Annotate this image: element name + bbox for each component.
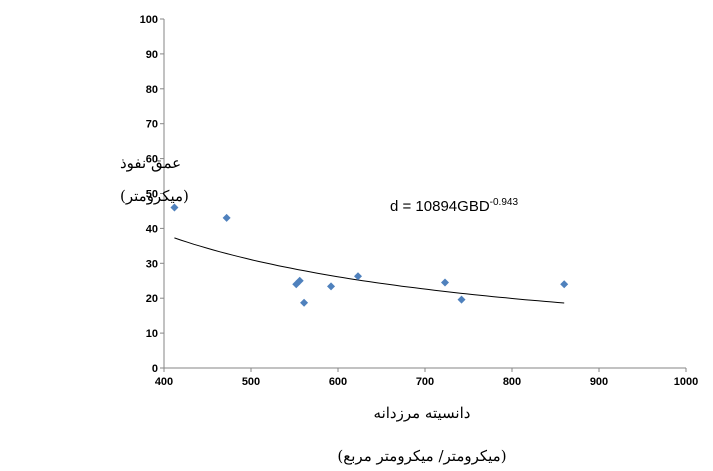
y-tick-label: 90 (146, 49, 158, 61)
y-axis-label-line2: (میکرومتر) (120, 187, 189, 205)
axis-tick-marks (160, 18, 687, 372)
x-tick-label: 1000 (674, 376, 698, 388)
y-tick-label: 10 (146, 328, 158, 340)
data-point-marker (222, 213, 231, 222)
y-tick-label: 100 (140, 14, 158, 26)
power-trendline (174, 237, 565, 304)
y-tick-label: 70 (146, 119, 158, 131)
y-tick-label: 30 (146, 258, 158, 270)
x-tick-label: 800 (503, 376, 521, 388)
equation-exponent: -0.943 (490, 197, 519, 208)
data-point-marker (457, 295, 466, 304)
data-point-marker (170, 203, 179, 212)
equation-base: d = 10894GBD (390, 198, 490, 215)
x-tick-label: 500 (242, 376, 260, 388)
data-points (170, 203, 569, 307)
x-tick-label: 700 (416, 376, 434, 388)
x-tick-label: 600 (329, 376, 347, 388)
y-axis-label-line1: عمق نفوذ (120, 154, 181, 172)
y-tick-labels: 0 10 20 30 40 50 60 70 80 90 100 (140, 14, 158, 375)
x-tick-labels: 400 500 600 700 800 900 1000 (155, 376, 698, 388)
y-tick-label: 80 (146, 84, 158, 96)
data-point-marker (300, 298, 309, 307)
y-tick-label: 60 (146, 154, 158, 166)
x-axis-label-line2: (میکرومتر/ میکرومتر مربع) (337, 447, 506, 465)
data-point-marker (441, 278, 450, 287)
x-tick-label: 400 (155, 376, 173, 388)
trendline-equation: d = 10894GBD-0.943 (390, 197, 518, 215)
y-tick-label: 40 (146, 223, 158, 235)
data-point-marker (560, 280, 569, 289)
y-tick-label: 20 (146, 293, 158, 305)
data-point-marker (295, 276, 304, 285)
data-point-marker (354, 272, 363, 281)
data-point-marker (327, 282, 336, 291)
x-axis-label-line1: دانسیته مرزدانه (374, 404, 471, 422)
y-tick-label: 0 (152, 363, 158, 375)
y-tick-label: 50 (146, 189, 158, 201)
x-tick-label: 900 (590, 376, 608, 388)
